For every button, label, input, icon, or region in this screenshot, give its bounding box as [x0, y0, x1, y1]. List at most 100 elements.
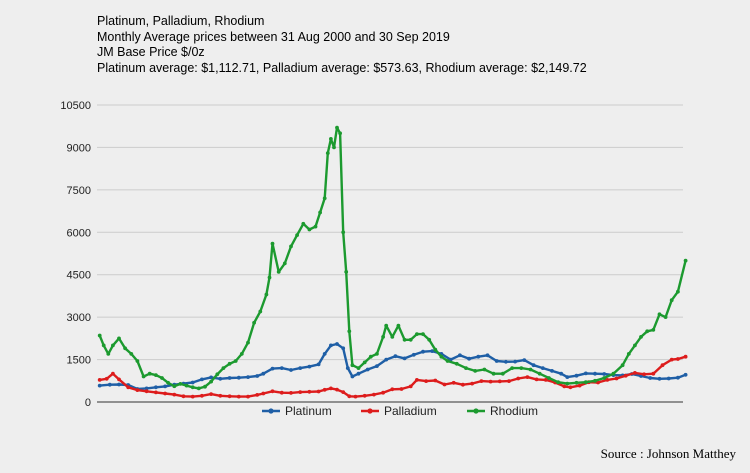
platinum-point: [476, 354, 481, 359]
y-tick-label: 6000: [67, 227, 91, 239]
platinum-point: [384, 357, 389, 362]
rhodium-point: [528, 367, 533, 372]
rhodium-point: [178, 382, 183, 386]
platinum-point: [494, 359, 499, 363]
rhodium-point: [106, 352, 111, 356]
rhodium-point: [390, 335, 395, 339]
rhodium-point: [663, 315, 668, 319]
palladium-point: [154, 390, 158, 395]
rhodium-point: [402, 337, 407, 342]
palladium-point: [255, 393, 260, 397]
chart-subtitle-averages: Platinum average: $1,112.71, Palladium a…: [97, 60, 587, 75]
platinum-point: [289, 368, 293, 372]
platinum-point: [467, 356, 471, 361]
rhodium-point: [602, 376, 607, 380]
platinum-point: [565, 375, 570, 379]
palladium-point: [408, 384, 413, 389]
rhodium-point: [129, 352, 134, 356]
rhodium-point: [322, 196, 327, 201]
platinum-point: [402, 356, 407, 361]
palladium-point: [227, 394, 232, 399]
palladium-point: [104, 376, 109, 381]
palladium-point: [246, 394, 250, 399]
rhodium-point: [341, 230, 346, 235]
palladium-point: [163, 391, 168, 396]
rhodium-point: [209, 379, 214, 384]
y-tick-label: 7500: [67, 185, 91, 197]
platinum-point: [550, 369, 554, 373]
y-tick-label: 3000: [67, 312, 91, 324]
platinum-point: [430, 349, 435, 353]
platinum-point: [356, 371, 361, 376]
rhodium-point: [135, 359, 140, 363]
rhodium-point: [270, 241, 275, 246]
rhodium-point: [221, 366, 226, 370]
legend-platinum-marker: [268, 408, 274, 414]
palladium-point: [126, 385, 131, 390]
platinum-point: [602, 372, 607, 376]
palladium-point: [298, 390, 303, 394]
rhodium-point: [433, 347, 438, 352]
rhodium-point: [338, 131, 342, 136]
rhodium-point: [227, 361, 232, 366]
palladium-point: [683, 354, 688, 359]
rhodium-point: [117, 336, 121, 341]
platinum-point: [117, 382, 121, 387]
palladium-point: [507, 379, 511, 383]
palladium-point: [433, 378, 438, 383]
platinum-point: [154, 385, 158, 390]
rhodium-point: [593, 378, 597, 383]
platinum-point: [513, 359, 517, 364]
rhodium-point: [307, 227, 312, 232]
rhodium-point: [147, 371, 152, 376]
rhodium-point: [252, 320, 256, 325]
rhodium-point: [381, 335, 385, 339]
rhodium-point: [282, 261, 287, 266]
palladium-point: [651, 371, 656, 376]
platinum-point: [316, 362, 321, 367]
rhodium-point: [203, 384, 207, 389]
palladium-point: [261, 391, 266, 396]
rhodium-point: [362, 360, 367, 365]
platinum-point: [485, 353, 490, 358]
platinum-point: [648, 376, 653, 380]
platinum-point: [209, 375, 214, 380]
platinum-point: [540, 366, 545, 370]
chart-subtitle-basis: JM Base Price $/0z: [97, 45, 205, 60]
palladium-point: [307, 389, 312, 394]
rhodium-point: [683, 258, 688, 263]
rhodium-point: [301, 221, 306, 226]
platinum-point: [335, 342, 339, 346]
rhodium-point: [500, 371, 505, 376]
palladium-point: [117, 377, 121, 382]
rhodium-point: [184, 383, 189, 388]
palladium-point: [347, 394, 352, 399]
palladium-point: [181, 394, 186, 399]
rhodium-point: [246, 340, 250, 345]
rhodium-point: [111, 343, 115, 348]
palladium-point: [399, 387, 404, 391]
palladium-point: [470, 381, 474, 386]
palladium-point: [111, 371, 115, 376]
palladium-point: [479, 379, 484, 383]
platinum-point: [329, 343, 333, 348]
rhodium-point: [289, 244, 293, 249]
y-tick-label: 4500: [67, 270, 91, 282]
rhodium-point: [172, 384, 177, 389]
palladium-point: [218, 393, 223, 398]
palladium-point: [390, 387, 395, 392]
palladium-point: [190, 394, 195, 399]
palladium-point: [144, 389, 149, 394]
platinum-point: [683, 372, 688, 377]
palladium-point: [200, 393, 204, 398]
palladium-point: [461, 382, 465, 387]
platinum-point: [522, 358, 527, 362]
platinum-point: [365, 367, 370, 372]
palladium-point: [605, 378, 610, 382]
platinum-point: [218, 376, 223, 381]
palladium-point: [381, 390, 385, 395]
chart-title: Platinum, Palladium, Rhodium: [97, 14, 265, 28]
platinum-point: [298, 366, 303, 370]
rhodium-point: [537, 371, 542, 376]
platinum-point: [574, 373, 579, 378]
